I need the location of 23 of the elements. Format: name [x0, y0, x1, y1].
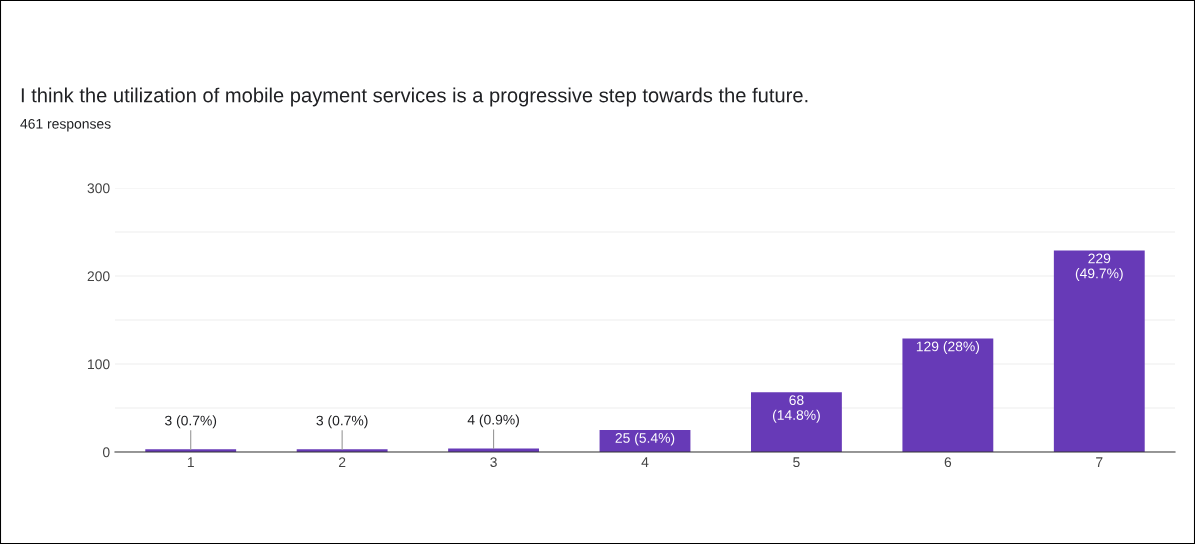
y-tick-label: 200 [87, 271, 110, 282]
x-tick-label: 7 [1096, 457, 1103, 467]
y-tick-label: 0 [102, 447, 110, 458]
x-tick-label: 5 [793, 457, 800, 468]
data-label: 129 (28%) [916, 341, 980, 355]
data-label: 3 (0.7%) [316, 415, 368, 429]
x-tick-label: 2 [338, 457, 346, 467]
data-label: 3 (0.7%) [165, 415, 217, 429]
y-tick-label: 300 [87, 183, 110, 194]
x-tick-label: 1 [187, 457, 194, 467]
data-label: 229 (49.7%) [1075, 253, 1123, 282]
chart-subtitle: 461 responses [20, 118, 111, 132]
x-tick-label: 3 [490, 457, 497, 468]
x-tick-label: 4 [641, 457, 649, 467]
bar [1053, 250, 1145, 452]
data-label: 25 (5.4%) [615, 432, 675, 446]
bar [751, 392, 842, 452]
chart-title: I think the utilization of mobile payment services is a progressive step towards the future. [21, 87, 808, 107]
data-label: 4 (0.9%) [467, 414, 519, 428]
y-tick-label: 100 [88, 359, 110, 370]
bar [902, 338, 994, 452]
x-tick-label: 6 [944, 457, 952, 468]
data-label: 68 (14.8%) [772, 395, 820, 423]
